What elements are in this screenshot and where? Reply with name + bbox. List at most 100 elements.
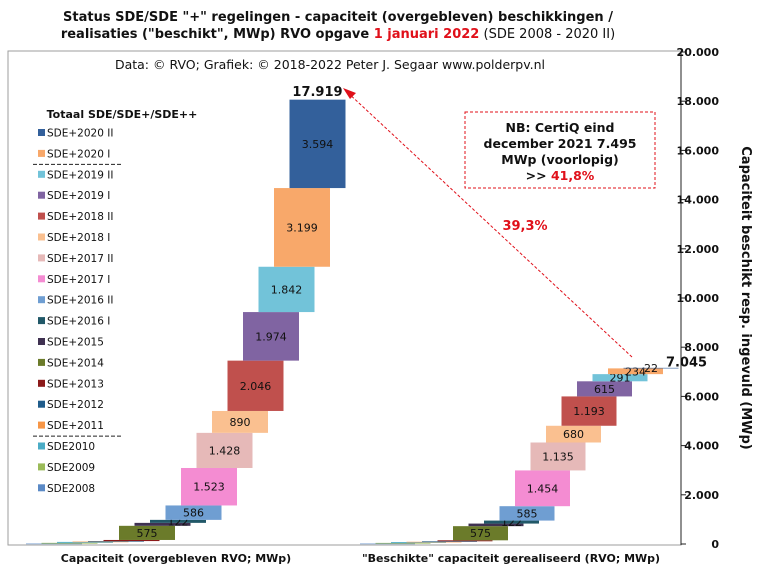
bar-segment [391, 542, 446, 543]
legend-label: SDE+2015 [47, 337, 104, 349]
legend-label: SDE+2016 I [47, 316, 110, 328]
legend-swatch [38, 421, 45, 429]
note-line4: >> 41,8% [526, 168, 595, 183]
bar-value-label: 1.842 [271, 283, 303, 296]
bar-value-label: 1.523 [193, 481, 225, 494]
legend-label: SDE+2017 I [47, 274, 110, 286]
bar-segment [453, 526, 508, 541]
chart-title-date: 1 januari 2022 [374, 27, 480, 42]
bar-value-label: 1.135 [542, 450, 574, 463]
legend-label: SDE+2019 I [47, 190, 110, 202]
legend-swatch [38, 129, 45, 136]
y-tick-label: 8.000 [684, 341, 719, 354]
total-label: 7.045 [666, 356, 707, 371]
legend-label: SDE+2011 [47, 420, 104, 432]
legend-label: SDE+2018 I [47, 232, 110, 244]
legend-label: SDE+2020 II [47, 128, 113, 140]
bar-value-label: 585 [517, 507, 538, 520]
legend-swatch [38, 400, 45, 408]
bar-segment [26, 543, 82, 545]
bar-segment [165, 505, 222, 520]
comparison-percentage: 39,3% [502, 219, 547, 234]
comparison-arrow-line [345, 90, 633, 358]
bar-value-label: 680 [563, 428, 584, 441]
note-line1: NB: CertiQ eind [505, 120, 614, 135]
x-category-label: "Beschikte" capaciteit gerealiseerd (RVO… [362, 552, 660, 565]
y-tick-label: 10.000 [677, 292, 720, 305]
y-tick-label: 12.000 [677, 243, 720, 256]
bars: 5751225861.5231.4288902.0461.9741.8423.1… [26, 85, 707, 545]
legend-swatch [38, 463, 45, 471]
y-tick-label: 16.000 [677, 144, 720, 157]
bar-segment [468, 523, 524, 527]
chart-title-line2-b: (SDE 2008 - 2020 II) [479, 27, 615, 42]
y-tick-label: 18.000 [677, 95, 720, 108]
bar-segment [227, 360, 284, 411]
legend-label: SDE+2019 II [47, 169, 113, 181]
legend-title: Totaal SDE/SDE+/SDE++ [47, 108, 198, 121]
bar-segment [422, 541, 477, 542]
chart-title-line1: Status SDE/SDE "+" regelingen - capacite… [63, 10, 613, 25]
bar-segment [360, 543, 415, 545]
legend-swatch [38, 254, 45, 262]
bar-segment [196, 432, 253, 468]
legend-label: SDE2010 [47, 441, 95, 453]
total-label: 17.919 [292, 85, 342, 100]
legend-label: SDE+2020 I [47, 148, 110, 160]
legend-swatch [38, 170, 45, 178]
bar-segment [119, 525, 175, 540]
note-line2: december 2021 7.495 [484, 136, 637, 151]
bar-segment [406, 541, 462, 543]
legend-label: SDE+2018 II [47, 211, 113, 223]
bar-segment [88, 541, 144, 542]
y-tick-label: 2.000 [684, 489, 719, 502]
bar-value-label: 586 [183, 507, 204, 520]
bar-value-label: 890 [230, 416, 251, 429]
legend-label: SDE2008 [47, 483, 95, 495]
bar-segment [243, 312, 299, 361]
bar-segment [608, 368, 663, 375]
y-axis-label: Capaciteit beschikt resp. ingevuld (MWp) [738, 146, 753, 450]
bar-segment [592, 374, 648, 382]
y-tick-label: 6.000 [684, 390, 719, 403]
bar-value-label: 575 [137, 527, 158, 540]
note-prefix: >> [526, 168, 551, 183]
bar-value-label: 575 [470, 527, 491, 540]
bar-value-label: 615 [594, 383, 615, 396]
bar-value-label: 22 [644, 362, 658, 375]
bar-value-label: 2.046 [240, 380, 272, 393]
note-box [464, 111, 656, 189]
chart-title-line2-a: realisaties ("beschikt", MWp) RVO opgave [61, 27, 374, 42]
bar-segment [437, 540, 493, 542]
y-tick-label: 20.000 [677, 46, 720, 59]
bar-segment [289, 99, 346, 189]
bar-segment [212, 410, 268, 433]
y-tick-label: 14.000 [677, 194, 720, 207]
note-percentage: 41,8% [551, 168, 595, 183]
bar-value-label: 1.193 [573, 405, 605, 418]
chart-title-line2: realisaties ("beschikt", MWp) RVO opgave… [61, 27, 615, 42]
legend-swatch [38, 484, 45, 492]
legend-swatch [38, 442, 45, 450]
bar-segment [530, 442, 586, 471]
legend: SDE+2020 II SDE+2020 I SDE+2019 II SDE+2019… [33, 128, 122, 495]
y-tick-label: 0 [711, 538, 719, 551]
legend-swatch [38, 191, 45, 199]
bar-value-label: 3.594 [302, 138, 334, 151]
y-tick-label: 4.000 [684, 440, 719, 453]
bar-value-label: 1.428 [209, 444, 241, 457]
bar-segment [134, 522, 191, 526]
bar-segment [72, 541, 129, 543]
bar-value-label: 234 [625, 365, 646, 378]
bar-segment [546, 425, 601, 443]
bar-segment [181, 467, 237, 506]
source-credit: Data: © RVO; Grafiek: © 2018-2022 Peter … [115, 57, 545, 72]
bar-segment [577, 381, 632, 397]
bar-segment [623, 367, 679, 369]
legend-swatch [38, 317, 45, 325]
bar-value-label: 3.199 [286, 221, 318, 234]
bar-value-label: 291 [610, 372, 631, 385]
legend-label: SDE+2014 [47, 357, 104, 369]
legend-swatch [38, 296, 45, 304]
